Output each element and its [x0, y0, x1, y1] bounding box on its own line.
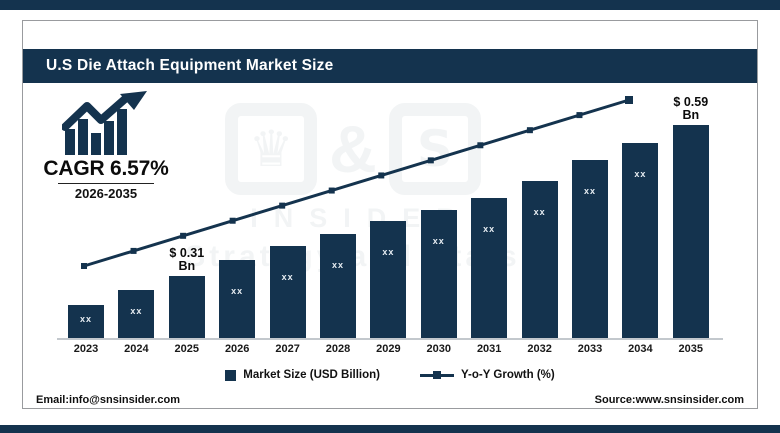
bar-2032 [521, 181, 558, 338]
bar-2026 [219, 260, 256, 338]
bar-value-placeholder-2033: xx [583, 186, 596, 196]
bar-2028 [320, 234, 356, 338]
bar-value-placeholder-2028: xx [331, 260, 344, 270]
bar-value-placeholder-2023: xx [79, 313, 92, 324]
x-axis-tick-2032: 2032 [527, 343, 552, 355]
x-axis-tick-2029: 2029 [376, 343, 401, 355]
legend-item-market-size: Market Size (USD Billion) [225, 369, 380, 381]
legend-label-market-size: Market Size (USD Billion) [243, 369, 381, 381]
bar-2031 [471, 198, 508, 338]
x-axis-line [57, 338, 723, 340]
line-marker-2028 [328, 187, 335, 194]
x-axis-tick-2030: 2030 [426, 343, 452, 355]
line-marker-2023 [81, 263, 87, 269]
bar-2027 [269, 246, 306, 338]
x-axis-tick-2025: 2025 [174, 343, 200, 355]
legend-label-yoy-growth: Y-o-Y Growth (%) [461, 369, 555, 381]
legend-item-yoy-growth: Y-o-Y Growth (%) [420, 369, 555, 381]
bar-value-placeholder-2024: xx [130, 305, 143, 316]
cagr-value: CAGR 6.57% [43, 157, 169, 180]
bar-value-placeholder-2034: xx [634, 169, 647, 179]
chart-title-bar: U.S Die Attach Equipment Market Size [23, 49, 757, 83]
bar-2024 [118, 290, 155, 338]
line-marker-2026 [229, 217, 236, 224]
bar-value-placeholder-2029: xx [382, 247, 395, 257]
x-axis-tick-2031: 2031 [476, 343, 502, 355]
cagr-period: 2026-2035 [74, 186, 138, 201]
bar-2029 [370, 221, 407, 338]
x-axis-tick-2033: 2033 [577, 343, 603, 355]
line-marker-2029 [378, 172, 385, 179]
x-axis-tick-2026: 2026 [224, 343, 250, 355]
footer-source: Source:www.snsinsider.com [594, 394, 744, 406]
bar-value-placeholder-2026: xx [231, 286, 244, 296]
bottom-accent-strip [0, 425, 780, 433]
line-marker-2032 [526, 127, 533, 134]
x-axis-tick-2023: 2023 [73, 343, 99, 355]
line-series-swatch [420, 371, 455, 380]
bar-annotation-2025: $ 0.31 Bn [169, 246, 205, 274]
line-marker-2024 [130, 247, 137, 254]
bar-value-placeholder-2031: xx [483, 224, 496, 234]
bar-value-placeholder-2030: xx [432, 236, 445, 246]
x-axis-tick-2024: 2024 [124, 343, 149, 355]
line-marker-2031 [477, 142, 484, 149]
growth-chart-icon [62, 91, 147, 155]
top-accent-strip [0, 0, 780, 10]
chart-legend: Market Size (USD Billion) Y-o-Y Growth (… [23, 365, 757, 385]
line-marker-2030 [427, 157, 434, 164]
cagr-underline [58, 183, 154, 184]
chart-card: U.S Die Attach Equipment Market Size CAG… [22, 20, 758, 409]
x-axis-tick-2027: 2027 [275, 343, 300, 355]
bar-value-placeholder-2027: xx [281, 272, 294, 282]
line-marker-2033 [576, 112, 583, 119]
line-marker-2034 [625, 96, 633, 104]
bar-2025 [168, 276, 205, 338]
footer-email: Email:info@snsinsider.com [36, 394, 180, 406]
bar-2030 [420, 210, 457, 338]
x-axis-tick-2035: 2035 [678, 343, 704, 355]
line-marker-2025 [180, 232, 187, 239]
page-title: U.S Die Attach Equipment Market Size [46, 57, 334, 74]
x-axis-tick-2028: 2028 [325, 343, 351, 355]
bar-2035 [672, 125, 709, 338]
bar-series-swatch [225, 369, 237, 381]
line-marker-2027 [279, 202, 286, 209]
cagr-block: CAGR 6.57% 2026-2035 [31, 91, 181, 201]
bar-chart: xx 2023 xx 2024 $ 0.31 Bn 2025 xx 2026 xx 2027 xx 2… [23, 21, 759, 410]
x-axis-tick-2034: 2034 [628, 343, 653, 355]
bar-annotation-2035: $ 0.59 Bn [673, 95, 709, 123]
bar-value-placeholder-2032: xx [533, 207, 546, 217]
bar-2023 [68, 305, 104, 338]
card-footer: Email:info@snsinsider.com Source:www.sns… [36, 394, 744, 406]
